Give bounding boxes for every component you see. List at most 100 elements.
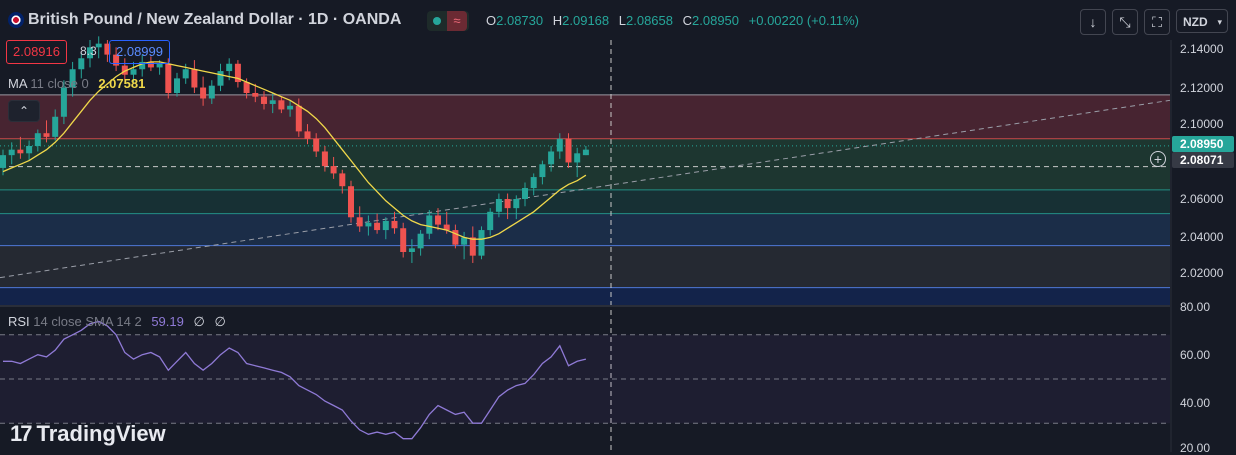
high-value: 2.09168: [562, 13, 610, 28]
last-price-tag: 2.08950: [1172, 136, 1234, 152]
candle-body: [452, 230, 459, 245]
candle-body: [95, 43, 102, 48]
candle-body: [130, 69, 137, 75]
candle-body: [217, 71, 224, 86]
grid-lines: [0, 40, 1172, 452]
tradingview-logo-icon: 17: [10, 421, 33, 446]
candle-body: [287, 105, 294, 110]
compress-icon[interactable]: ⤡: [1112, 9, 1138, 35]
chart-header: British Pound / New Zealand Dollar · 1D …: [0, 0, 1170, 40]
rsi-pane: [0, 320, 1170, 440]
candle-body: [0, 155, 6, 168]
candle-body: [200, 87, 207, 99]
candle-body: [34, 133, 41, 146]
fullscreen-icon[interactable]: ⛶: [1144, 9, 1170, 35]
down-arrow-icon[interactable]: ↓: [1080, 9, 1106, 35]
gbp-nzd-flag-icon: [8, 12, 24, 28]
candle-body: [487, 211, 494, 231]
candle-body: [226, 63, 233, 72]
candle-body: [495, 199, 502, 212]
candle-body: [278, 100, 285, 110]
price-zones: [0, 94, 1170, 305]
candle-body: [87, 47, 93, 59]
rsi-axis-label: 20.00: [1180, 441, 1211, 455]
change-value: +0.00220 (+0.11%): [748, 13, 859, 28]
candle-body: [426, 215, 433, 234]
candle-body: [208, 85, 215, 99]
crosshair-price-tag: 2.08071: [1172, 152, 1234, 168]
add-alert-plus-icon[interactable]: +: [1150, 151, 1166, 167]
rsi-legend[interactable]: RSI 14 close SMA 14 2 59.19 ∅ ∅: [8, 314, 226, 329]
approx-wave-icon: ≈: [447, 11, 467, 31]
spread-value: 8.3: [80, 44, 97, 58]
chart-toolbar: ↓ ⤡ ⛶: [1080, 9, 1170, 35]
candle-body: [113, 54, 120, 66]
symbol-title[interactable]: British Pound / New Zealand Dollar · 1D …: [28, 11, 402, 28]
candle-body: [556, 138, 563, 152]
price-zone: [0, 189, 1170, 214]
price-zone: [0, 287, 1170, 305]
candle-body: [52, 116, 59, 137]
candles: [0, 36, 589, 263]
price-axis-label: 2.06000: [1180, 192, 1224, 206]
ma-series: [2, 61, 587, 240]
candle-body: [435, 215, 441, 225]
candle-body: [443, 224, 450, 231]
buy-button[interactable]: 2.08999: [109, 40, 170, 64]
candle-body: [191, 69, 198, 88]
price-zone: [0, 213, 1170, 246]
candle-body: [43, 133, 50, 137]
candle-body: [339, 173, 346, 187]
candle-body: [252, 93, 259, 97]
candle-body: [400, 228, 407, 252]
candle-body: [391, 220, 398, 229]
chevron-down-icon: ▾: [1217, 17, 1222, 27]
ohlc-values: O2.08730 H2.09168 L2.08658 C2.08950 +0.0…: [486, 13, 859, 28]
candle-body: [365, 222, 372, 227]
rsi-axis-label: 40.00: [1180, 396, 1211, 410]
candle-body: [8, 149, 15, 156]
market-status[interactable]: ≈: [427, 11, 469, 31]
low-value: 2.08658: [626, 13, 673, 28]
candle-body: [417, 233, 424, 249]
rsi-axis-label: 60.00: [1180, 348, 1211, 362]
price-axis-label: 2.12000: [1180, 81, 1224, 95]
candle-body: [60, 87, 67, 117]
ma-line: [2, 61, 587, 240]
candle-body: [382, 220, 389, 231]
ma-legend[interactable]: MA 11 close 0 2.07581: [8, 76, 146, 91]
price-axis-label: 2.02000: [1180, 266, 1224, 280]
ma-value: 2.07581: [98, 76, 146, 91]
candle-body: [26, 146, 33, 154]
price-zone: [0, 245, 1170, 288]
candle-body: [504, 199, 511, 209]
candle-body: [330, 166, 337, 174]
sell-button[interactable]: 2.08916: [6, 40, 67, 64]
candle-body: [174, 78, 180, 93]
candle-body: [348, 186, 354, 218]
candle-body: [574, 153, 581, 163]
collapse-legend-button[interactable]: ⌃: [8, 100, 40, 122]
candle-body: [243, 82, 250, 93]
price-axis-label: 2.10000: [1180, 117, 1224, 131]
candle-body: [408, 248, 415, 252]
price-axis-label: 2.14000: [1180, 42, 1224, 56]
market-open-dot-icon: [433, 17, 441, 25]
currency-select[interactable]: NZD ▾: [1176, 9, 1228, 33]
candle-body: [548, 151, 555, 165]
rsi-axis-label: 80.00: [1180, 300, 1211, 314]
candle-body: [147, 61, 154, 68]
candle-body: [469, 237, 476, 256]
candle-body: [104, 43, 111, 55]
open-value: 2.08730: [496, 13, 544, 28]
candle-body: [513, 199, 520, 209]
candle-body: [313, 138, 320, 152]
candle-body: [356, 217, 363, 227]
candle-body: [530, 177, 537, 189]
candle-body: [139, 61, 146, 70]
tradingview-logo[interactable]: 17 TradingView: [10, 421, 166, 446]
candle-body: [522, 188, 528, 199]
candle-body: [321, 151, 328, 167]
rsi-series: [3, 320, 587, 440]
